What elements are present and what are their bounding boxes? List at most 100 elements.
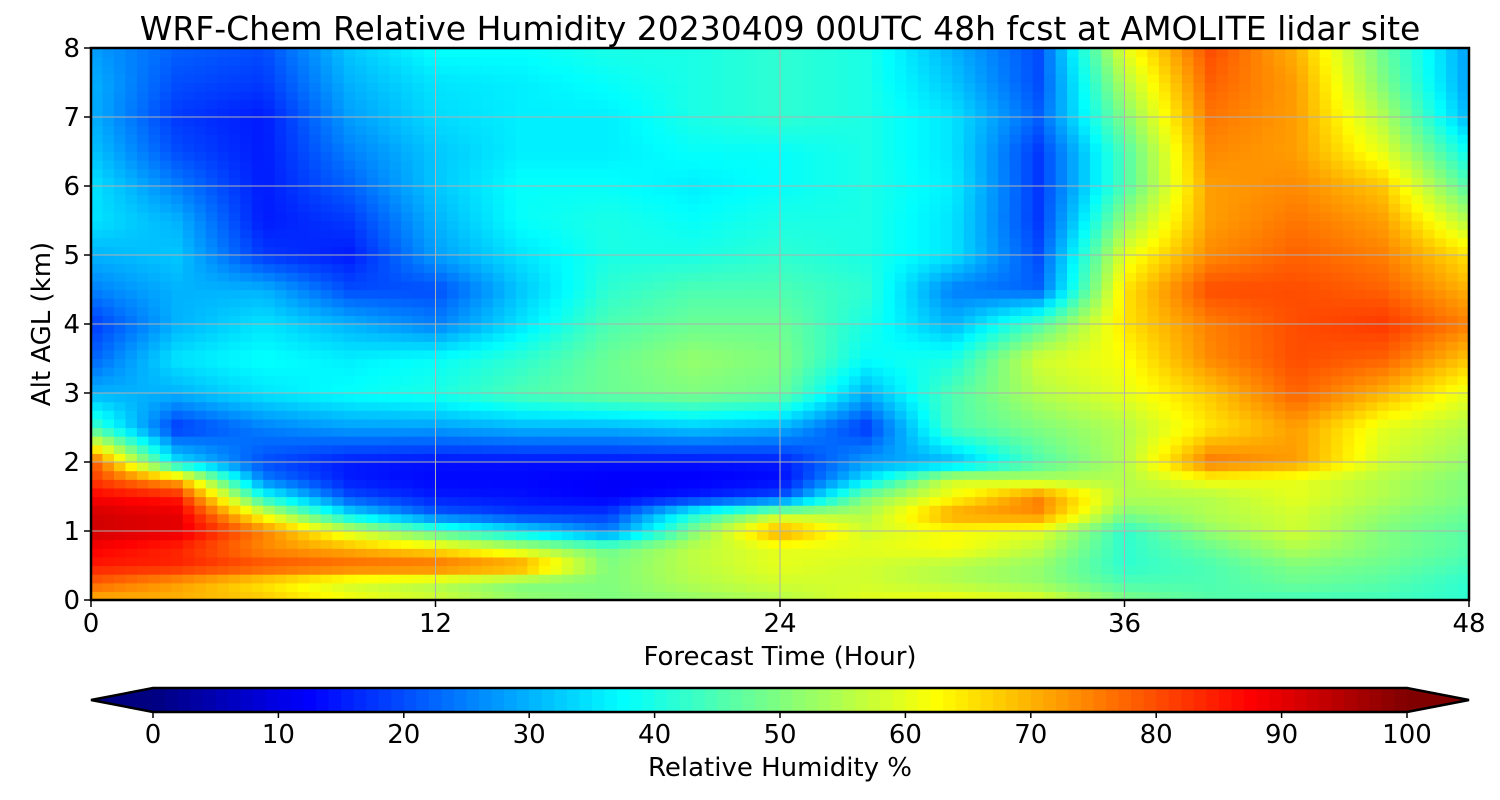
heatmap-cell <box>561 453 574 463</box>
heatmap-cell <box>159 324 172 334</box>
heatmap-cell <box>573 522 586 532</box>
heatmap-cell <box>975 73 988 84</box>
heatmap-cell <box>343 306 356 316</box>
heatmap-cell <box>136 91 150 101</box>
heatmap-cell <box>217 56 230 66</box>
heatmap-cell <box>492 522 505 532</box>
heatmap-cell <box>780 591 793 600</box>
heatmap-cell <box>125 298 138 308</box>
heatmap-cell <box>182 548 195 558</box>
heatmap-cell <box>894 125 907 135</box>
heatmap-cell <box>653 65 666 75</box>
heatmap-cell <box>848 177 861 187</box>
heatmap-cell <box>412 349 425 360</box>
heatmap-cell <box>446 324 460 334</box>
heatmap-cell <box>194 591 207 600</box>
heatmap-cell <box>102 349 115 360</box>
heatmap-cell <box>102 591 115 600</box>
heatmap-cell <box>711 73 724 84</box>
heatmap-cell <box>768 168 781 178</box>
heatmap-cell <box>412 246 425 256</box>
heatmap-cell <box>596 263 609 273</box>
heatmap-cell <box>722 246 735 256</box>
heatmap-cell <box>757 263 770 273</box>
heatmap-cell <box>125 332 138 342</box>
heatmap-cell <box>848 505 861 515</box>
heatmap-cell <box>401 453 414 463</box>
heatmap-cell <box>630 513 643 523</box>
heatmap-cell <box>148 479 161 489</box>
heatmap-cell <box>952 418 965 429</box>
heatmap-cell <box>469 591 483 600</box>
heatmap-cell <box>251 56 264 66</box>
heatmap-cell <box>389 73 402 84</box>
heatmap-cell <box>240 229 253 239</box>
heatmap-cell <box>504 186 517 196</box>
heatmap-cell <box>642 125 655 135</box>
heatmap-cell <box>125 65 138 75</box>
heatmap-cell <box>906 513 919 523</box>
heatmap-cell <box>274 375 287 385</box>
heatmap-cell <box>228 315 241 325</box>
heatmap-cell <box>561 582 574 592</box>
heatmap-cell <box>136 220 150 230</box>
heatmap-cell <box>550 203 563 213</box>
heatmap-cell <box>894 522 907 532</box>
heatmap-cell <box>722 56 735 66</box>
heatmap-cell <box>929 565 942 575</box>
heatmap-cell <box>343 246 356 256</box>
heatmap-cell <box>309 582 322 592</box>
heatmap-cell <box>343 565 356 575</box>
heatmap-cell <box>251 496 264 506</box>
heatmap-cell <box>527 341 540 351</box>
heatmap-cell <box>940 505 953 515</box>
heatmap-cell <box>136 108 150 118</box>
heatmap-cell <box>297 453 310 463</box>
heatmap-cell <box>309 349 322 360</box>
heatmap-cell <box>366 349 379 360</box>
heatmap-cell <box>378 82 391 92</box>
heatmap-cell <box>228 134 241 144</box>
heatmap-cell <box>871 65 884 75</box>
heatmap-cell <box>860 522 873 532</box>
heatmap-cell <box>734 125 747 135</box>
heatmap-cell <box>538 375 551 385</box>
heatmap-cell <box>435 496 448 506</box>
heatmap-cell <box>240 263 253 273</box>
heatmap-cell <box>584 229 597 239</box>
heatmap-cell <box>458 470 471 480</box>
heatmap-cell <box>768 384 781 394</box>
heatmap-cell <box>791 453 804 463</box>
heatmap-cell <box>871 539 884 549</box>
heatmap-cell <box>607 384 620 394</box>
heatmap-cell <box>538 462 551 472</box>
heatmap-cell <box>688 367 701 377</box>
heatmap-cell <box>550 436 563 446</box>
heatmap-cell <box>676 186 689 196</box>
heatmap-cell <box>171 151 184 161</box>
heatmap-cell <box>802 410 816 420</box>
heatmap-cell <box>309 410 322 420</box>
heatmap-cell <box>297 401 310 411</box>
heatmap-cell <box>607 194 620 204</box>
heatmap-cell <box>182 349 195 360</box>
heatmap-cell <box>688 134 701 144</box>
heatmap-cell <box>538 48 551 58</box>
heatmap-cell <box>148 142 161 153</box>
heatmap-cell <box>699 160 712 170</box>
heatmap-cell <box>102 134 115 144</box>
heatmap-cell <box>607 410 620 420</box>
heatmap-cell <box>240 375 253 385</box>
heatmap-cell <box>274 298 287 308</box>
heatmap-cell <box>940 168 953 178</box>
heatmap-cell <box>332 582 345 592</box>
heatmap-cell <box>136 462 150 472</box>
heatmap-cell <box>619 332 632 342</box>
heatmap-cell <box>711 125 724 135</box>
heatmap-cell <box>780 332 793 342</box>
heatmap-cell <box>91 186 104 196</box>
heatmap-cell <box>825 48 839 58</box>
heatmap-cell <box>757 324 770 334</box>
heatmap-cell <box>894 220 907 230</box>
heatmap-cell <box>688 341 701 351</box>
